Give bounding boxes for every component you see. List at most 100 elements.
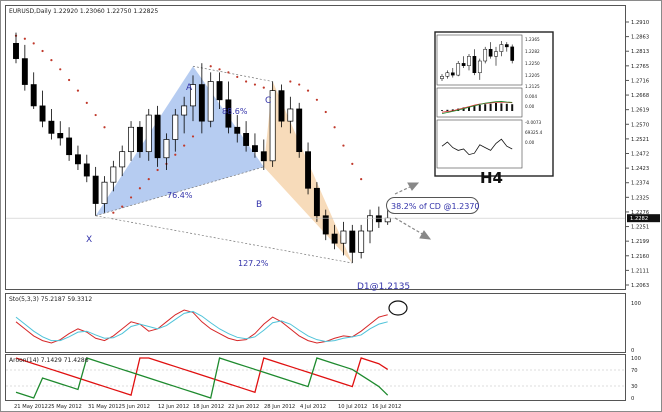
aroon-title: Aroon(14) 7.1429 71.4286 — [9, 357, 89, 364]
date-tick-label: 21 May 2012 — [14, 404, 48, 410]
sar-dot — [360, 178, 363, 181]
candle — [305, 142, 312, 195]
candle — [110, 160, 117, 192]
sar-dot — [333, 126, 336, 129]
candle — [57, 121, 64, 146]
inset-candle — [472, 49, 477, 76]
sar-dot — [138, 187, 141, 190]
sar-dot — [245, 80, 248, 83]
candle — [278, 84, 285, 128]
candle-body — [74, 154, 81, 165]
inset-candle — [488, 42, 493, 59]
inset-candle-body — [510, 46, 515, 61]
date-tick-label: 22 Jun 2012 — [228, 404, 259, 410]
sar-dot — [262, 86, 265, 89]
candle-body — [313, 187, 320, 217]
sar-dot — [218, 68, 221, 71]
candle-body — [260, 151, 267, 162]
candle-body — [252, 145, 258, 153]
candle-body — [349, 230, 356, 253]
candle-body — [198, 84, 205, 122]
stoch-tick-label: 100 — [631, 301, 641, 307]
inset-candle-body — [488, 48, 493, 57]
candle — [136, 121, 143, 158]
candle-body — [101, 181, 108, 204]
inset-candle — [456, 61, 461, 77]
xd-dashed-line — [95, 215, 353, 264]
h4-inset: 1.2365 1.2282 1.2250 1.2205 1.2125 0.004 0.00 -… — [434, 31, 554, 177]
inset-histogram-bar — [489, 103, 492, 111]
sar-dot — [121, 205, 124, 208]
price-tick-label: 1.2716 — [631, 78, 649, 84]
sar-dot — [32, 42, 35, 45]
sar-dot — [50, 59, 53, 62]
candle — [234, 115, 241, 143]
sar-dot — [156, 168, 159, 172]
candle-body — [375, 215, 382, 223]
candle — [340, 221, 347, 256]
inset-signal-line — [441, 101, 513, 113]
sar-dot — [112, 211, 115, 214]
inset-osc-tick: 1.2125 — [525, 84, 540, 89]
sar-dot — [23, 37, 26, 40]
inset-candle — [483, 46, 488, 64]
candle-body — [128, 126, 134, 153]
sar-dot — [209, 65, 212, 68]
inset-price-tick: 1.2282 — [525, 49, 540, 54]
inset-candle — [510, 44, 515, 64]
candle-body — [136, 126, 143, 153]
stoch-title: Sto(5,3,3) 75.2187 59.3312 — [9, 296, 92, 303]
price-tick-label: 1.2199 — [631, 239, 649, 245]
ac-dashed-line — [192, 65, 273, 82]
candle-body — [367, 215, 373, 232]
sar-dot — [76, 89, 80, 92]
candle — [163, 133, 170, 170]
candle — [207, 72, 214, 128]
point-a-label: A — [186, 83, 193, 93]
candle — [21, 44, 28, 91]
date-tick-label: 28 Jun 2012 — [264, 404, 295, 410]
candle-body — [384, 217, 391, 223]
candle-body — [207, 81, 214, 122]
inset-candle-body — [461, 63, 466, 66]
candle — [13, 32, 19, 64]
inset-osc-tick: 0.00 — [525, 104, 535, 109]
sar-dot — [183, 144, 186, 147]
inset-candle — [504, 42, 509, 52]
stochastic-lines: 100 0 — [15, 301, 641, 354]
candle — [48, 108, 55, 140]
inset-candle-body — [450, 72, 455, 76]
sar-dot — [147, 178, 150, 181]
candle — [66, 127, 73, 161]
candle-body — [225, 99, 232, 128]
inset-frame — [434, 31, 554, 177]
inset-histogram-bar — [500, 103, 503, 111]
parabolic-sar-dots — [14, 34, 363, 214]
date-tick-label: 18 Jun 2012 — [193, 404, 224, 410]
candle — [260, 139, 267, 170]
price-candles — [13, 32, 391, 264]
symbol-header: EURUSD,Daily 1.22920 1.23060 1.22750 1.2… — [9, 8, 158, 15]
candle-body — [163, 139, 170, 159]
aroon-up-line — [15, 357, 389, 396]
price-tick-label: 1.2472 — [631, 152, 649, 158]
candle-body — [322, 215, 329, 235]
inset-candle-body — [477, 60, 482, 74]
inset-histogram-bar — [446, 109, 449, 111]
callout-text: 38.2% of CD @1.2370 — [391, 202, 480, 211]
stoch-signal-line — [15, 310, 388, 343]
sar-dot — [103, 126, 106, 129]
candle — [198, 63, 205, 134]
current-price-label: 1.2282 — [630, 216, 648, 222]
current-price-tag — [627, 214, 660, 223]
inset-candle — [499, 41, 504, 57]
candle — [83, 154, 90, 183]
candle — [74, 145, 81, 170]
inset-price-frame — [436, 34, 523, 86]
candle — [243, 121, 250, 152]
candle — [296, 102, 303, 158]
inset-candle-body — [440, 76, 444, 79]
inset-histogram-bar — [451, 109, 454, 111]
inset-candle-body — [467, 56, 471, 66]
